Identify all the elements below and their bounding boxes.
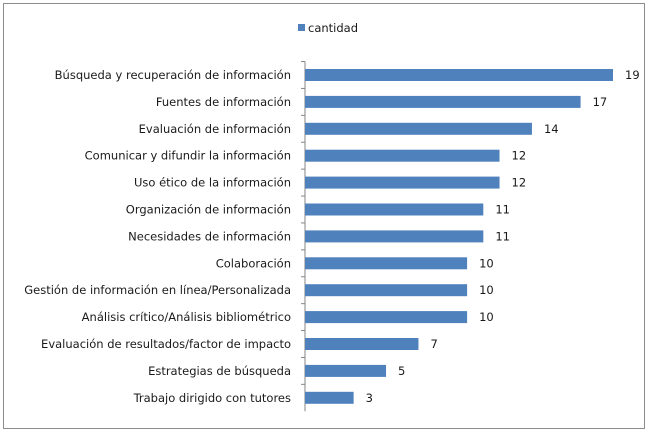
bar-value-label: 11 bbox=[495, 203, 510, 217]
bar bbox=[305, 176, 500, 189]
bar bbox=[305, 203, 484, 216]
bar-value-label: 11 bbox=[495, 229, 510, 243]
category-labels: Búsqueda y recuperación de información Fu… bbox=[24, 61, 305, 405]
bar bbox=[305, 257, 468, 270]
bar bbox=[305, 230, 484, 243]
category-label: Trabajo dirigido con tutores bbox=[133, 391, 291, 405]
category-label: Búsqueda y recuperación de información bbox=[55, 68, 291, 82]
category-label: Gestión de información en línea/Personal… bbox=[24, 283, 291, 297]
category-label: Evaluación de información bbox=[139, 122, 291, 136]
bar-value-label: 19 bbox=[625, 68, 640, 82]
bar-value-label: 5 bbox=[398, 364, 405, 378]
category-label: Análisis crítico/Análisis bibliométrico bbox=[82, 310, 291, 324]
bar-value-label: 7 bbox=[430, 337, 437, 351]
category-label: Necesidades de información bbox=[128, 229, 291, 243]
category-label: Organización de información bbox=[126, 203, 291, 217]
bars bbox=[305, 69, 613, 404]
bar bbox=[305, 338, 419, 350]
category-label: Evaluación de resultados/factor de impac… bbox=[41, 337, 291, 351]
bar-value-label: 17 bbox=[593, 95, 608, 109]
bar bbox=[305, 122, 532, 135]
bar-value-label: 10 bbox=[479, 283, 494, 297]
bar bbox=[305, 364, 387, 377]
bar-value-label: 10 bbox=[479, 310, 494, 324]
legend-label: cantidad bbox=[308, 21, 358, 35]
bar-value-label: 12 bbox=[512, 149, 527, 163]
bar-value-label: 3 bbox=[366, 391, 373, 405]
bar-value-label: 10 bbox=[479, 256, 494, 270]
bar bbox=[305, 284, 468, 297]
category-label: Estrategias de búsqueda bbox=[148, 364, 291, 378]
category-label: Comunicar y difundir la información bbox=[85, 149, 291, 163]
legend: cantidad bbox=[298, 21, 358, 35]
category-label: Fuentes de información bbox=[156, 95, 291, 109]
bar bbox=[305, 311, 468, 324]
bar-value-label: 12 bbox=[512, 176, 527, 190]
bar bbox=[305, 391, 354, 404]
bar bbox=[305, 149, 500, 162]
bar bbox=[305, 95, 581, 108]
bar bbox=[305, 69, 613, 81]
category-label: Colaboración bbox=[216, 256, 291, 270]
category-label: Uso ético de la información bbox=[134, 176, 291, 190]
bar-value-label: 14 bbox=[544, 122, 559, 136]
legend-swatch bbox=[298, 24, 305, 31]
